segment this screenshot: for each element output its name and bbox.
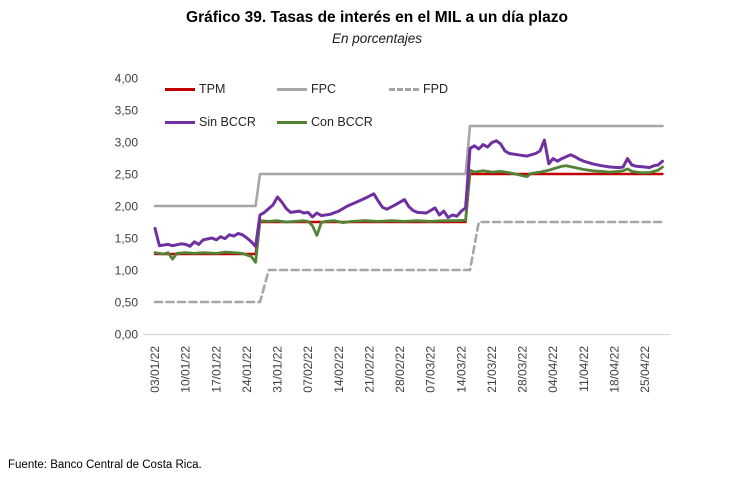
y-tick-label: 2,00 bbox=[115, 200, 139, 214]
x-tick-label: 07/02/22 bbox=[301, 346, 315, 393]
x-tick-label: 28/03/22 bbox=[516, 346, 530, 393]
x-tick-label: 31/01/22 bbox=[271, 346, 285, 393]
y-tick-label: 2,50 bbox=[115, 168, 139, 182]
x-tick-label: 25/04/22 bbox=[638, 346, 652, 393]
chart-subtitle: En porcentajes bbox=[331, 31, 423, 46]
x-tick-label: 07/03/22 bbox=[424, 346, 438, 393]
x-tick-label: 24/01/22 bbox=[240, 346, 254, 393]
x-tick-label: 14/03/22 bbox=[454, 346, 468, 393]
x-tick-label: 21/02/22 bbox=[362, 346, 376, 393]
x-tick-label: 10/01/22 bbox=[179, 346, 193, 393]
y-tick-label: 0,50 bbox=[115, 296, 139, 310]
x-tick-label: 14/02/22 bbox=[332, 346, 346, 393]
x-tick-label: 04/04/22 bbox=[546, 346, 560, 393]
x-tick-label: 03/01/22 bbox=[148, 346, 162, 393]
y-tick-label: 3,50 bbox=[115, 104, 139, 118]
x-tick-label: 11/04/22 bbox=[577, 346, 591, 392]
y-tick-label: 1,00 bbox=[115, 264, 139, 278]
series-line-fpc bbox=[153, 124, 664, 208]
y-tick-label: 3,00 bbox=[115, 136, 139, 150]
x-tick-label: 18/04/22 bbox=[607, 346, 621, 393]
y-tick-label: 0,00 bbox=[115, 328, 139, 342]
chart-title: Gráfico 39. Tasas de interés en el MIL a… bbox=[186, 9, 568, 26]
series-line-fpd bbox=[153, 220, 664, 304]
x-tick-label: 21/03/22 bbox=[485, 346, 499, 393]
y-tick-label: 1,50 bbox=[115, 232, 139, 246]
x-tick-label: 17/01/22 bbox=[209, 346, 223, 393]
y-tick-label: 4,00 bbox=[115, 72, 139, 86]
series-line-tpm bbox=[153, 172, 664, 256]
source-note: Fuente: Banco Central de Costa Rica. bbox=[8, 459, 202, 471]
series-line-con-bccr bbox=[153, 164, 664, 264]
series-line-sin-bccr bbox=[153, 138, 664, 248]
x-tick-label: 28/02/22 bbox=[393, 346, 407, 393]
